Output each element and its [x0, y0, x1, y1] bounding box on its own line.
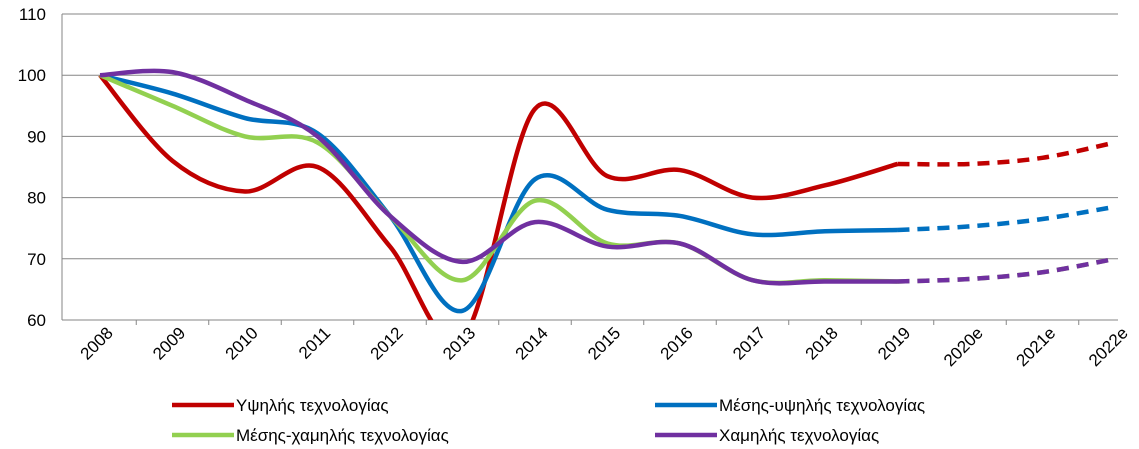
- x-tick-label: 2019: [874, 323, 914, 363]
- y-tick-label: 80: [27, 189, 46, 208]
- legend-label: Χαμηλής τεχνολογίας: [719, 426, 879, 445]
- y-tick-label: 100: [18, 66, 46, 85]
- x-tick-label: 2015: [584, 323, 624, 363]
- series-line: [98, 73, 899, 320]
- legend-label: Μέσης-χαμηλής τεχνολογίας: [236, 426, 449, 445]
- y-tick-label: 70: [27, 250, 46, 269]
- series-line: [99, 68, 898, 286]
- forecast-line: [897, 140, 1116, 167]
- x-tick-label: 2016: [657, 323, 697, 363]
- x-tick-label: 2018: [802, 323, 842, 363]
- x-tick-label: 2017: [729, 323, 769, 363]
- y-tick-label: 90: [27, 127, 46, 146]
- x-tick-label: 2022e: [1085, 323, 1132, 370]
- y-tick-label: 110: [19, 5, 46, 24]
- series-line: [99, 73, 898, 314]
- x-tick-label: 2010: [222, 323, 262, 363]
- x-tick-label: 2021e: [1012, 323, 1059, 370]
- forecast-line: [897, 204, 1116, 233]
- x-tick-label: 2012: [367, 323, 407, 363]
- forecast-line: [897, 256, 1116, 284]
- x-tick-label: 2014: [512, 323, 552, 363]
- legend-label: Μέσης-υψηλής τεχνολογίας: [719, 396, 925, 415]
- x-tick-label: 2020e: [940, 323, 987, 370]
- x-tick-label: 2011: [295, 323, 334, 362]
- y-tick-label: 60: [27, 311, 46, 330]
- x-tick-label: 2013: [439, 323, 479, 363]
- plot: [98, 68, 1116, 320]
- legend-label: Υψηλής τεχνολογίας: [236, 396, 389, 415]
- x-tick-label: 2009: [149, 323, 189, 363]
- x-tick-label: 2008: [77, 323, 117, 363]
